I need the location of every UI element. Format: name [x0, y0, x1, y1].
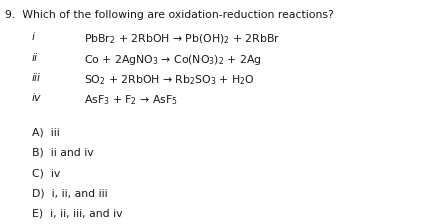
Text: iii: iii [32, 73, 41, 83]
Text: SO$_2$ + 2RbOH → Rb$_2$SO$_3$ + H$_2$O: SO$_2$ + 2RbOH → Rb$_2$SO$_3$ + H$_2$O [84, 73, 255, 87]
Text: C)  iv: C) iv [32, 168, 60, 178]
Text: 9.  Which of the following are oxidation-reduction reactions?: 9. Which of the following are oxidation-… [5, 10, 334, 20]
Text: ii: ii [32, 53, 38, 63]
Text: iv: iv [32, 93, 41, 103]
Text: AsF$_3$ + F$_2$ → AsF$_5$: AsF$_3$ + F$_2$ → AsF$_5$ [84, 93, 178, 107]
Text: E)  i, ii, iii, and iv: E) i, ii, iii, and iv [32, 208, 122, 218]
Text: B)  ii and iv: B) ii and iv [32, 148, 93, 158]
Text: i: i [32, 32, 35, 43]
Text: PbBr$_2$ + 2RbOH → Pb(OH)$_2$ + 2RbBr: PbBr$_2$ + 2RbOH → Pb(OH)$_2$ + 2RbBr [84, 32, 281, 46]
Text: A)  iii: A) iii [32, 128, 60, 138]
Text: Co + 2AgNO$_3$ → Co(NO$_3$)$_2$ + 2Ag: Co + 2AgNO$_3$ → Co(NO$_3$)$_2$ + 2Ag [84, 53, 262, 67]
Text: D)  i, ii, and iii: D) i, ii, and iii [32, 188, 107, 198]
